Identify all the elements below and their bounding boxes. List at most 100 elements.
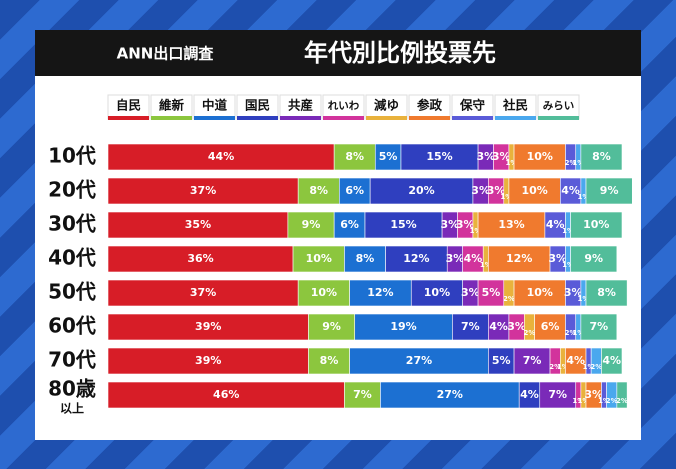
value-label: 15%	[390, 218, 416, 231]
value-label: 12%	[367, 286, 393, 299]
value-label: 39%	[195, 320, 221, 333]
bar-segment	[107, 347, 309, 375]
value-label: 2%	[606, 397, 618, 405]
value-label: 10%	[306, 252, 332, 265]
value-label: 2%	[565, 329, 577, 337]
legend-label: 社民	[502, 98, 528, 113]
value-label: 12%	[403, 252, 429, 265]
bar-segment	[107, 177, 299, 205]
value-label: 10%	[424, 286, 450, 299]
legend-label: 参政	[417, 98, 443, 113]
value-label: 6%	[340, 218, 359, 231]
chart-subtitle: ANN出口調査	[117, 45, 215, 63]
value-label: 12%	[506, 252, 532, 265]
bar-segment	[333, 211, 366, 239]
legend-label: 国民	[245, 98, 270, 113]
value-label: 35%	[185, 218, 211, 231]
bar-segment	[513, 279, 566, 307]
bar-segment	[570, 211, 623, 239]
legend-swatch	[280, 116, 321, 120]
bar-segment	[349, 347, 489, 375]
value-label: 8%	[592, 150, 611, 163]
bar-segment	[297, 279, 350, 307]
value-label: 37%	[190, 184, 216, 197]
legend-box	[107, 94, 150, 120]
value-label: 8%	[597, 286, 616, 299]
bar-segment	[508, 177, 561, 205]
bar-segment	[513, 347, 551, 375]
value-label: 2%	[549, 363, 561, 371]
value-label: 44%	[208, 150, 234, 163]
bar-segment	[287, 211, 335, 239]
bar-segment	[107, 245, 294, 273]
bar-segment	[539, 381, 577, 409]
legend-swatch	[409, 116, 450, 120]
bar-segment	[488, 347, 515, 375]
chart-title: 年代別比例投票先	[304, 39, 496, 67]
bar-segment	[585, 177, 633, 205]
y-tick-label: 10代	[48, 144, 96, 168]
value-label: 1%	[572, 329, 584, 337]
bar-segment	[580, 143, 623, 171]
bar-segment	[292, 245, 345, 273]
value-label: 9%	[302, 218, 321, 231]
y-tick-label: 50代	[48, 280, 96, 304]
bar-segment	[297, 177, 340, 205]
value-label: 8%	[345, 150, 364, 163]
bar-segment	[477, 279, 505, 307]
value-label: 1%	[578, 193, 590, 201]
value-label: 1%	[598, 397, 610, 405]
value-label: 5%	[379, 150, 398, 163]
legend-swatch	[151, 116, 192, 120]
value-label: 13%	[498, 218, 524, 231]
value-label: 1%	[583, 363, 595, 371]
bar-segment	[344, 245, 386, 273]
legend-label: 共産	[288, 98, 313, 113]
value-label: 37%	[190, 286, 216, 299]
value-label: 5%	[492, 354, 511, 367]
legend-swatch	[108, 116, 149, 120]
value-label: 1%	[557, 363, 569, 371]
value-label: 10%	[521, 184, 547, 197]
value-label: 9%	[584, 252, 603, 265]
legend-swatch	[366, 116, 407, 120]
value-label: 7%	[590, 320, 609, 333]
value-label: 4%	[602, 354, 621, 367]
value-label: 27%	[437, 388, 463, 401]
bar-segment	[580, 313, 618, 341]
bar-segment	[488, 245, 551, 273]
legend-swatch	[323, 116, 364, 120]
value-label: 19%	[390, 320, 416, 333]
bar-segment	[354, 313, 453, 341]
value-label: 4%	[489, 320, 508, 333]
legend-box	[537, 94, 580, 120]
value-label: 1%	[506, 159, 518, 167]
value-label: 7%	[523, 354, 542, 367]
value-label: 2%	[565, 159, 577, 167]
value-label: 6%	[541, 320, 560, 333]
legend-label: 保守	[459, 98, 486, 113]
y-tick-label: 20代	[48, 178, 96, 202]
value-label: 3%	[487, 184, 506, 197]
bar-segment	[333, 143, 376, 171]
bar-segment	[338, 177, 371, 205]
legend-label: 自民	[116, 98, 141, 113]
legend-label: みらい	[543, 100, 575, 112]
value-label: 39%	[195, 354, 221, 367]
value-label: 3%	[564, 286, 583, 299]
value-label: 1%	[578, 295, 590, 303]
bar-segment	[570, 245, 618, 273]
value-label: 4%	[561, 184, 580, 197]
value-label: 1%	[500, 193, 512, 201]
value-label: 3%	[446, 252, 465, 265]
legend-label: れいわ	[328, 100, 360, 112]
bar-segment	[349, 279, 412, 307]
value-label: 3%	[456, 218, 475, 231]
value-label: 1%	[470, 227, 482, 235]
value-label: 2%	[590, 363, 602, 371]
value-label: 2%	[616, 397, 628, 405]
value-label: 8%	[320, 354, 339, 367]
value-label: 4%	[520, 388, 539, 401]
value-label: 2%	[503, 295, 515, 303]
